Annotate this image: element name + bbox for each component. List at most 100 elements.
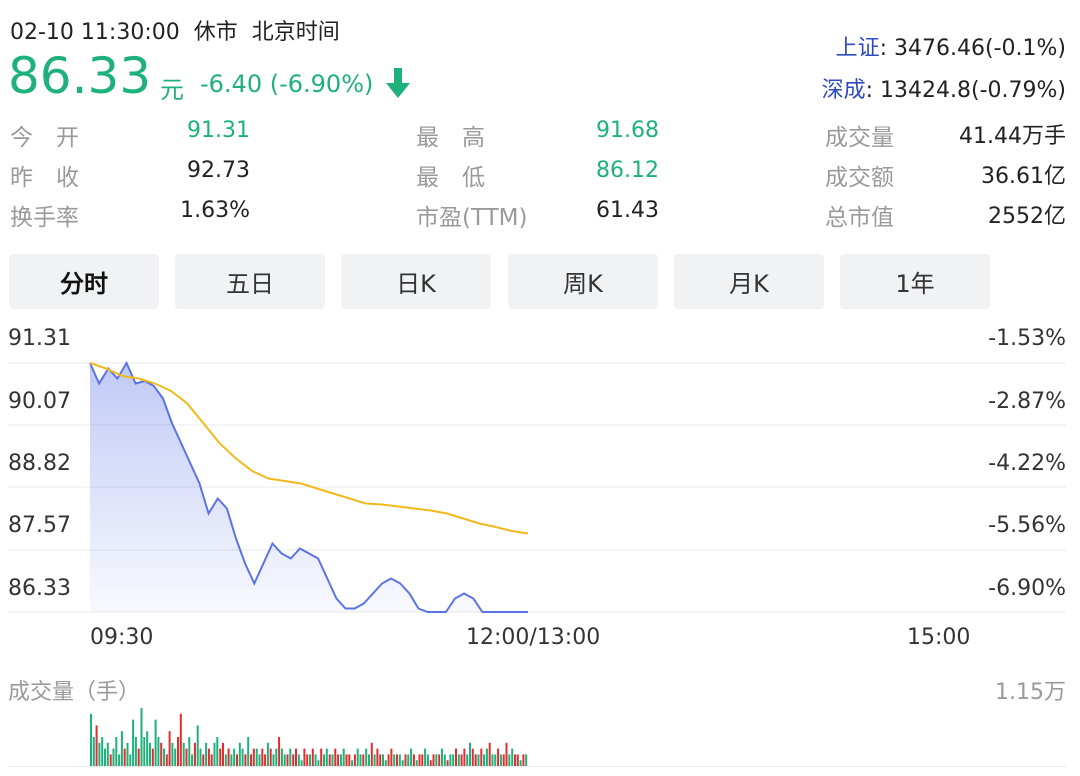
index-shanghai[interactable]: 上证: 3476.46(-0.1%): [836, 30, 1066, 62]
volume-bar: [457, 754, 460, 766]
volume-bar: [320, 748, 323, 766]
volume-bar: [415, 760, 418, 766]
volume-bar: [213, 742, 216, 766]
volume-bar: [98, 742, 101, 766]
volume-bar: [300, 760, 303, 766]
volume-bar: [331, 754, 334, 766]
volume-bar: [485, 748, 488, 766]
volume-bar: [505, 742, 508, 766]
volume-bar: [264, 754, 267, 766]
stat-value: 36.61亿: [981, 164, 1066, 189]
volume-bar: [266, 742, 269, 766]
volume-bar: [123, 748, 126, 766]
volume-bar: [95, 725, 98, 766]
volume-bar: [120, 731, 123, 766]
volume-bar: [348, 754, 351, 766]
volume-bar: [126, 742, 129, 766]
index-name[interactable]: 上证: [835, 36, 880, 61]
volume-bar: [224, 754, 227, 766]
volume-bar: [373, 754, 376, 766]
volume-bar: [384, 760, 387, 766]
index-value: : 13424.8(-0.79%): [865, 78, 1066, 103]
stat-value: 92.73: [187, 158, 250, 183]
volume-bar: [441, 748, 443, 766]
volume-bar: [92, 737, 95, 766]
tab-daily-k[interactable]: 日K: [341, 254, 491, 309]
index-shenzhen[interactable]: 深成: 13424.8(-0.79%): [822, 72, 1066, 104]
volume-bar: [171, 742, 174, 766]
volume-bar: [494, 754, 497, 766]
y-tick-left: 86.33: [8, 576, 71, 601]
volume-bar: [432, 754, 435, 766]
tab-weekly-k[interactable]: 周K: [508, 254, 658, 309]
volume-bar: [230, 754, 233, 766]
volume-bar: [401, 760, 404, 766]
tab-monthly-k[interactable]: 月K: [674, 254, 824, 309]
volume-bar: [112, 748, 115, 766]
price-currency: 元: [160, 76, 184, 104]
stat-label: 昨 收: [10, 165, 79, 191]
volume-bar: [255, 748, 258, 766]
volume-bar: [508, 754, 511, 766]
volume-bar: [154, 719, 157, 766]
stat-value: 41.44万手: [959, 124, 1066, 149]
volume-bar: [109, 754, 112, 766]
volume-bar: [516, 754, 519, 766]
y-tick-right: -5.56%: [988, 513, 1066, 538]
volume-max: 1.15万: [995, 680, 1066, 705]
volume-bar: [368, 754, 370, 766]
price-line: [89, 360, 528, 613]
y-tick-left: 91.31: [8, 326, 71, 351]
volume-bar: [424, 748, 427, 766]
volume-bar: [404, 754, 407, 766]
volume-bar: [483, 754, 486, 766]
volume-bar: [191, 754, 194, 766]
volume-bar: [514, 754, 516, 766]
volume-bar: [398, 754, 401, 766]
volume-bar: [199, 748, 202, 766]
volume-bar: [179, 713, 182, 766]
x-tick: 15:00: [907, 625, 971, 650]
volume-bar: [339, 754, 342, 766]
volume-bar: [295, 748, 297, 766]
volume-bar: [511, 748, 514, 766]
stat-label: 最 低: [416, 165, 485, 191]
volume-bar: [466, 754, 469, 766]
volume-bar: [280, 748, 283, 766]
volume-bar: [185, 748, 188, 766]
volume-bar: [345, 754, 348, 766]
volume-bar: [106, 742, 109, 766]
stat-label: 成交额: [825, 165, 894, 191]
volume-bar: [351, 760, 354, 766]
volume-bar: [289, 748, 292, 766]
volume-bar: [205, 742, 208, 766]
volume-bar: [469, 742, 471, 766]
tab-minute[interactable]: 分时: [9, 254, 159, 309]
volume-bar: [429, 760, 432, 766]
stat-value: 91.31: [187, 118, 250, 143]
volume-bar: [446, 760, 449, 766]
volume-bar: [101, 737, 104, 766]
tab-five-day[interactable]: 五日: [175, 254, 325, 309]
volume-bar: [519, 760, 522, 766]
stat-value: 2552亿: [988, 204, 1066, 229]
tab-one-year[interactable]: 1年: [840, 254, 990, 309]
volume-bar: [233, 748, 236, 766]
volume-bar: [104, 748, 106, 766]
volume-bar: [418, 754, 421, 766]
volume-bar: [311, 748, 314, 766]
volume-bar: [477, 754, 480, 766]
stat-value: 86.12: [596, 158, 659, 183]
volume-bar: [337, 754, 340, 766]
volume-bar: [140, 708, 143, 766]
index-name[interactable]: 深成: [821, 78, 866, 103]
volume-bar: [275, 748, 278, 766]
volume-bar: [163, 748, 165, 766]
volume-bar: [137, 748, 140, 766]
y-tick-left: 87.57: [8, 513, 71, 538]
volume-bar: [412, 754, 415, 766]
volume-bar: [227, 748, 230, 766]
volume-bar: [382, 754, 384, 766]
volume-bar: [90, 713, 92, 766]
